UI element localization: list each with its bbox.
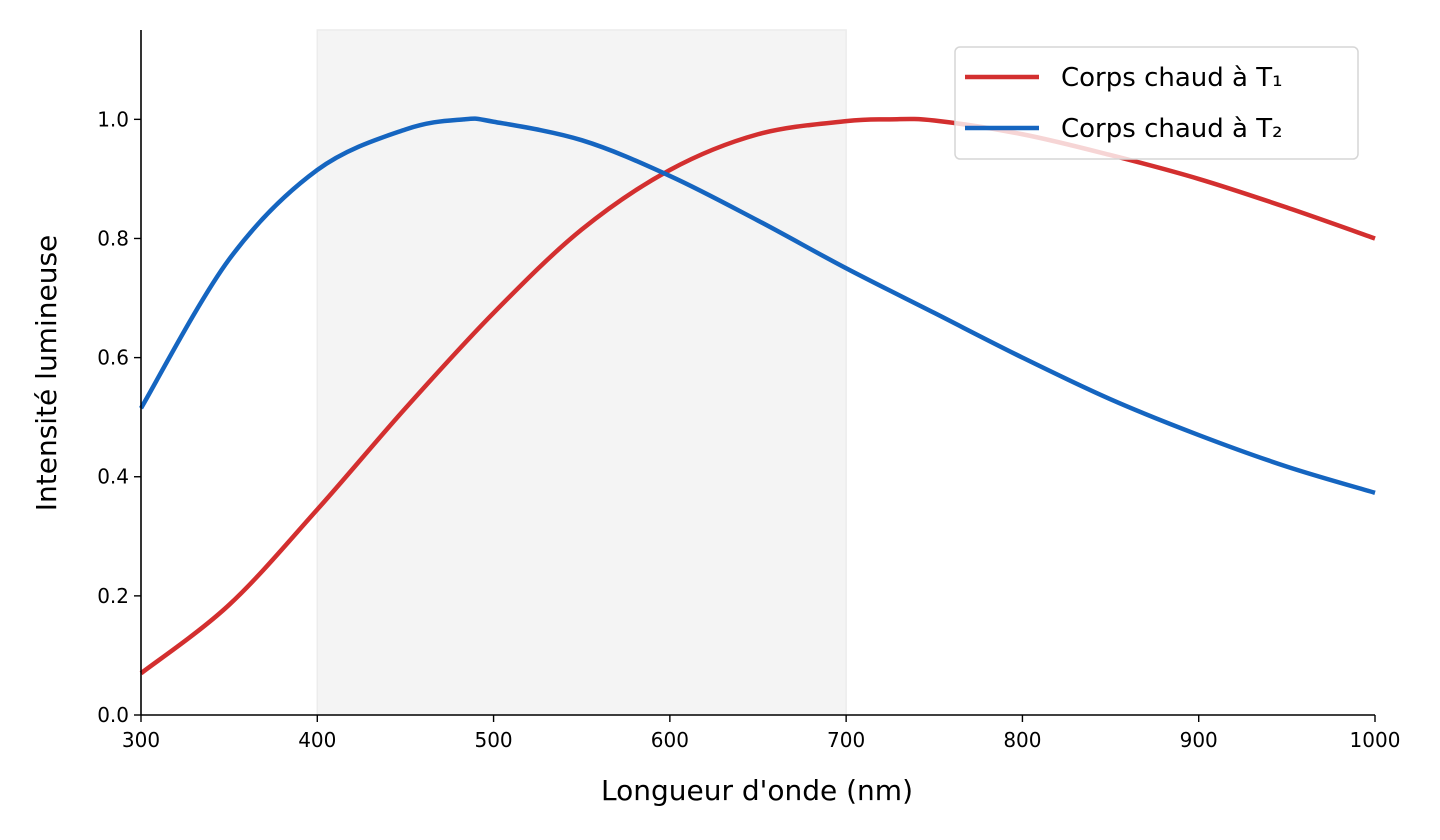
- y-tick-label: 0.8: [97, 226, 129, 250]
- x-tick-label: 800: [1003, 728, 1041, 752]
- x-tick-label: 500: [474, 728, 512, 752]
- x-tick-label: 600: [651, 728, 689, 752]
- series-line-2: [139, 116, 1376, 495]
- legend-label-1: Corps chaud à T₁: [1061, 63, 1283, 93]
- x-tick-label: 300: [122, 728, 160, 752]
- y-tick-label: 0.4: [97, 465, 129, 489]
- y-tick-label: 0.6: [97, 346, 129, 370]
- x-tick-label: 400: [298, 728, 336, 752]
- x-axis-title: Longueur d'onde (nm): [601, 774, 913, 807]
- series-line-1: [139, 116, 1376, 676]
- y-tick-label: 1.0: [97, 107, 129, 131]
- visible-spectrum-band: [316, 29, 847, 716]
- x-tick-label: 700: [827, 728, 865, 752]
- x-tick-label: 1000: [1350, 728, 1401, 752]
- x-tick-label: 900: [1180, 728, 1218, 752]
- y-axis-title: Intensité lumineuse: [30, 235, 63, 512]
- legend-box: [954, 46, 1359, 160]
- y-tick-label: 0.0: [97, 703, 129, 727]
- legend-label-2: Corps chaud à T₂: [1061, 114, 1283, 144]
- legend: Corps chaud à T₁ Corps chaud à T₂: [954, 46, 1359, 160]
- y-tick-label: 0.2: [97, 584, 129, 608]
